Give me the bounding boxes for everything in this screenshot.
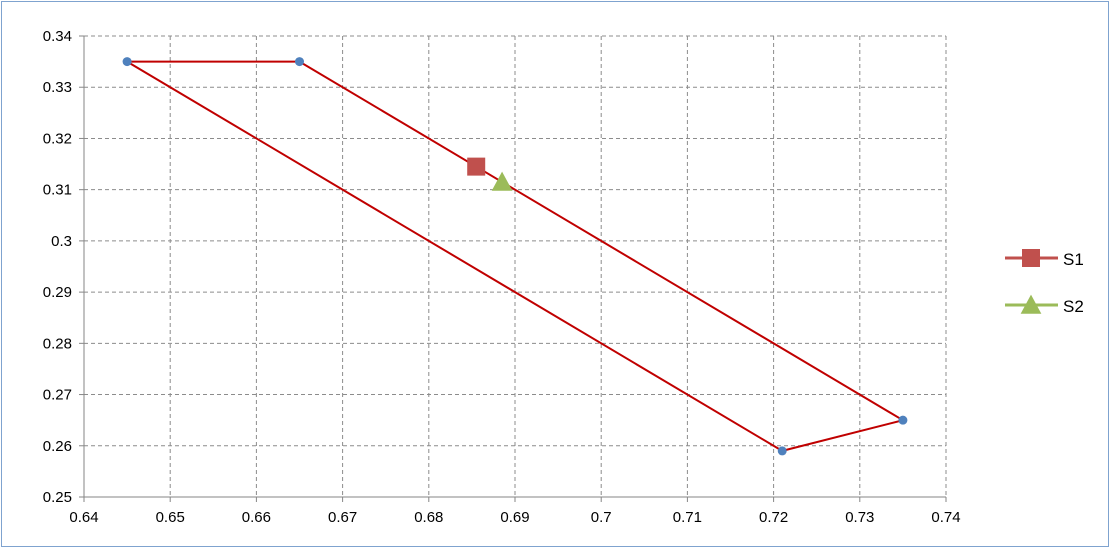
legend-marker-s2 [1020, 294, 1042, 314]
y-tick-label: 0.26 [43, 438, 72, 455]
x-tick-label: 0.65 [156, 509, 185, 526]
x-tick-label: 0.68 [414, 509, 443, 526]
x-tick-label: 0.72 [759, 509, 788, 526]
y-tick-labels: 0.25 0.26 0.27 0.28 0.29 0.3 0.31 0.32 0.33 0.34 [43, 28, 72, 506]
legend-label-s2: S2 [1063, 297, 1084, 316]
x-tick-label: 0.73 [845, 509, 874, 526]
boundary-vertex-point [122, 57, 132, 67]
s2-data-point [491, 171, 513, 191]
x-tick-label: 0.66 [242, 509, 271, 526]
y-tick-label: 0.28 [43, 335, 72, 352]
x-tick-label: 0.67 [328, 509, 357, 526]
y-tick-label: 0.33 [43, 79, 72, 96]
x-tick-label: 0.64 [69, 509, 98, 526]
data-series [467, 157, 513, 191]
boundary-vertex-point [295, 57, 304, 67]
x-tick-label: 0.7 [591, 509, 612, 526]
y-tick-label: 0.32 [43, 130, 72, 147]
axes [83, 36, 946, 498]
x-tick-label: 0.71 [673, 509, 702, 526]
boundary-polygon [122, 57, 908, 456]
grid-lines [79, 35, 947, 502]
legend-marker-s1 [1022, 249, 1040, 267]
s1-data-point [467, 157, 486, 176]
boundary-vertex-point [898, 415, 908, 425]
y-tick-label: 0.3 [51, 233, 72, 250]
legend: S1 S2 [1005, 249, 1084, 316]
y-tick-label: 0.29 [43, 284, 72, 301]
x-tick-label: 0.74 [931, 509, 960, 526]
x-tick-label: 0.69 [500, 509, 529, 526]
y-tick-label: 0.31 [43, 182, 72, 199]
x-tick-labels: 0.64 0.65 0.66 0.67 0.68 0.69 0.7 0.71 0.72 0.73 0… [69, 509, 960, 526]
y-tick-label: 0.27 [43, 387, 72, 404]
boundary-vertex-point [777, 446, 787, 456]
y-tick-label: 0.25 [43, 489, 72, 506]
legend-label-s1: S1 [1063, 250, 1084, 269]
y-tick-label: 0.34 [43, 28, 72, 45]
